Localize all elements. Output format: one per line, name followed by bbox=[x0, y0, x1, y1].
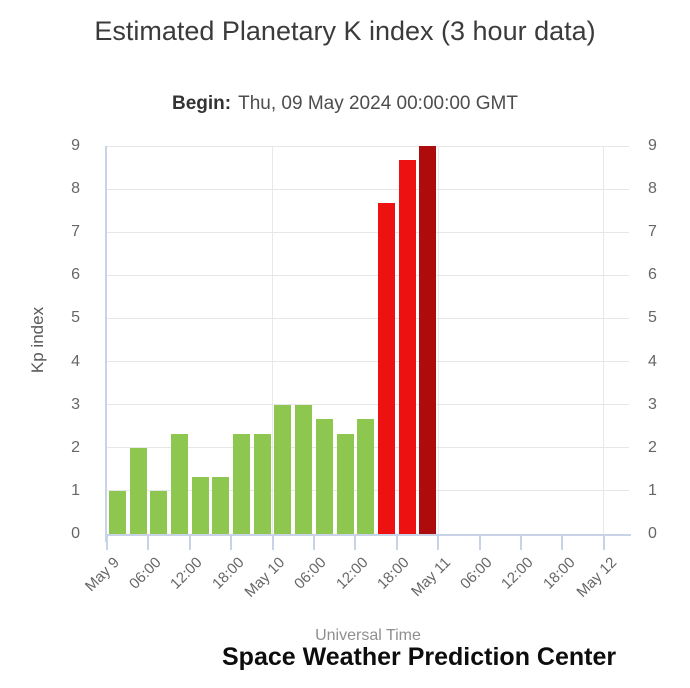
begin-value: Thu, 09 May 2024 00:00:00 GMT bbox=[238, 93, 518, 114]
x-tick-mark-11 bbox=[561, 536, 564, 550]
kp-bar-2024-05-09 18:00[interactable] bbox=[233, 433, 251, 534]
y-axis-line bbox=[105, 146, 107, 542]
plot-area bbox=[105, 145, 631, 542]
x-tick-label-11: 18:00 bbox=[539, 554, 579, 593]
kp-bar-2024-05-10 12:00[interactable] bbox=[357, 418, 375, 534]
kp-bar-2024-05-10 00:00[interactable] bbox=[274, 404, 292, 534]
x-tick-label-12: May 12 bbox=[573, 554, 620, 601]
x-tick-label-1: 06:00 bbox=[125, 554, 165, 593]
kp-bar-2024-05-10 18:00[interactable] bbox=[398, 160, 416, 534]
x-tick-mark-8 bbox=[437, 536, 440, 550]
y-tick-label-right-1: 1 bbox=[648, 481, 657, 499]
y-tick-label-left-3: 3 bbox=[71, 395, 80, 413]
x-tick-label-2: 12:00 bbox=[167, 554, 206, 593]
y-tick-label-left-0: 0 bbox=[71, 525, 80, 542]
x-tick-label-8: May 11 bbox=[408, 554, 455, 601]
chart-subtitle: Begin: Thu, 09 May 2024 00:00:00 GMT bbox=[0, 93, 690, 115]
x-tick-mark-1 bbox=[147, 536, 150, 550]
y-tick-label-right-3: 3 bbox=[648, 395, 657, 413]
h-gridline-9 bbox=[107, 145, 629, 147]
kp-bar-2024-05-09 03:00[interactable] bbox=[129, 447, 147, 534]
h-gridline-7 bbox=[107, 231, 629, 233]
y-tick-label-left-8: 8 bbox=[71, 180, 80, 198]
x-tick-mark-12 bbox=[602, 536, 605, 550]
v-gridline-day-12 bbox=[603, 146, 605, 534]
kp-bar-2024-05-09 21:00[interactable] bbox=[253, 433, 271, 534]
kp-bar-2024-05-10 09:00[interactable] bbox=[336, 433, 354, 534]
y-tick-label-right-7: 7 bbox=[648, 223, 657, 241]
chart-title: Estimated Planetary K index (3 hour data… bbox=[94, 16, 596, 46]
x-tick-mark-0 bbox=[106, 536, 108, 550]
h-gridline-6 bbox=[107, 274, 629, 276]
kp-bar-2024-05-10 03:00[interactable] bbox=[295, 404, 313, 534]
x-tick-mark-9 bbox=[478, 536, 481, 550]
kp-bar-2024-05-10 21:00[interactable] bbox=[419, 146, 437, 534]
x-tick-label-7: 18:00 bbox=[374, 554, 413, 593]
x-tick-mark-5 bbox=[313, 536, 315, 550]
x-tick-label-10: 12:00 bbox=[498, 554, 538, 593]
kp-bar-2024-05-09 06:00[interactable] bbox=[150, 490, 168, 534]
y-tick-label-left-6: 6 bbox=[71, 266, 80, 284]
kp-bar-2024-05-10 15:00[interactable] bbox=[377, 203, 395, 534]
kp-bar-2024-05-09 12:00[interactable] bbox=[191, 476, 209, 534]
y-tick-label-right-0: 0 bbox=[648, 525, 657, 542]
v-gridline-day-8 bbox=[437, 146, 439, 534]
kp-bar-2024-05-09 15:00[interactable] bbox=[212, 476, 230, 534]
y-tick-label-left-7: 7 bbox=[71, 223, 80, 241]
y-tick-label-right-8: 8 bbox=[648, 180, 657, 198]
x-tick-mark-4 bbox=[271, 536, 274, 550]
x-axis-line bbox=[105, 534, 631, 536]
y-tick-label-left-4: 4 bbox=[71, 352, 80, 370]
kp-bar-2024-05-10 06:00[interactable] bbox=[315, 418, 333, 534]
h-gridline-5 bbox=[107, 317, 629, 319]
x-tick-mark-6 bbox=[354, 536, 357, 550]
y-tick-label-left-5: 5 bbox=[71, 309, 80, 327]
x-tick-label-9: 06:00 bbox=[457, 554, 496, 593]
y-tick-label-left-9: 9 bbox=[71, 137, 80, 154]
kp-bar-2024-05-09 00:00[interactable] bbox=[108, 490, 126, 534]
v-gridline-day-4 bbox=[272, 146, 274, 534]
h-gridline-3 bbox=[107, 404, 629, 406]
h-gridline-4 bbox=[107, 361, 629, 363]
y-tick-label-left-1: 1 bbox=[71, 481, 80, 499]
swpc-credit: Space Weather Prediction Center bbox=[222, 643, 617, 671]
y-tick-label-right-9: 9 bbox=[648, 137, 657, 154]
y-tick-label-right-4: 4 bbox=[648, 352, 657, 370]
x-tick-mark-2 bbox=[188, 536, 191, 550]
kp-bar-2024-05-09 09:00[interactable] bbox=[170, 433, 188, 534]
x-tick-mark-3 bbox=[230, 536, 233, 550]
h-gridline-8 bbox=[107, 188, 629, 190]
begin-label: Begin: bbox=[172, 93, 232, 114]
x-tick-label-6: 12:00 bbox=[332, 554, 372, 593]
y-tick-label-right-2: 2 bbox=[648, 438, 657, 456]
x-tick-label-5: 06:00 bbox=[291, 554, 331, 593]
y-tick-label-right-6: 6 bbox=[648, 266, 657, 284]
x-tick-mark-7 bbox=[395, 536, 398, 550]
y-tick-label-left-2: 2 bbox=[71, 438, 80, 456]
x-tick-label-0: May 9 bbox=[82, 554, 124, 595]
x-tick-mark-10 bbox=[520, 536, 522, 550]
x-tick-label-4: May 10 bbox=[241, 554, 289, 601]
x-axis-title: Universal Time bbox=[315, 627, 421, 644]
y-tick-label-right-5: 5 bbox=[648, 309, 657, 327]
